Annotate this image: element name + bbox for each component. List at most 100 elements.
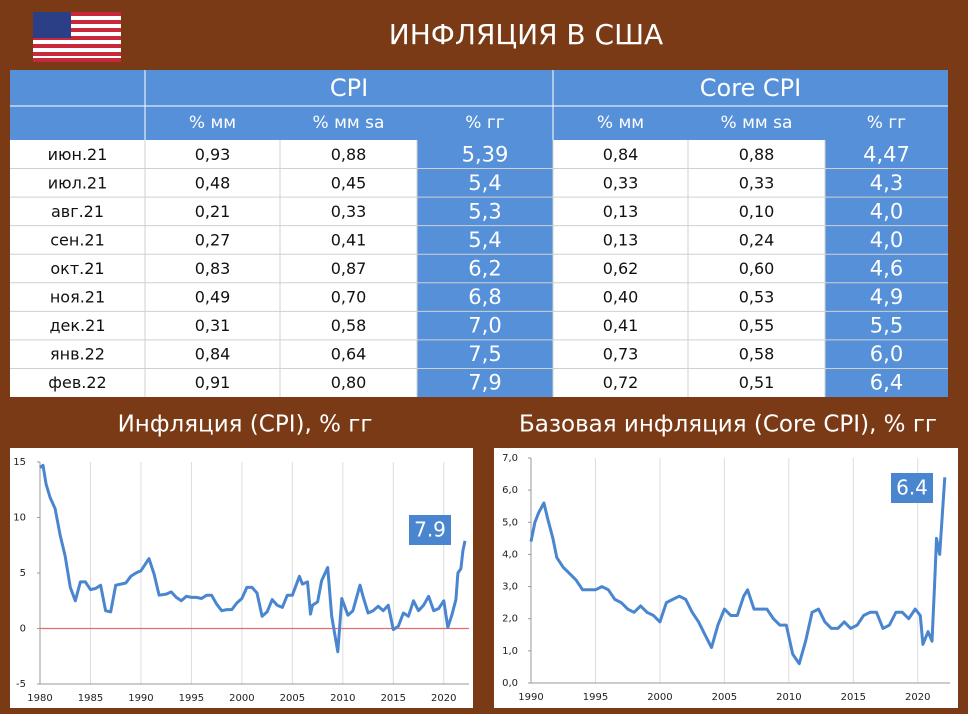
table-cell: 6,2	[468, 257, 501, 281]
table-cell: 0,33	[603, 173, 639, 192]
row-label: фев.22	[48, 373, 106, 392]
table-cell: 0,13	[603, 230, 639, 249]
annotation: 6.4	[896, 476, 928, 500]
table-cell: 0,60	[739, 259, 775, 278]
highlight-column	[825, 140, 948, 397]
table-cell: 0,83	[195, 259, 231, 278]
x-tick-label: 2020	[431, 693, 456, 704]
us-flag	[33, 12, 121, 62]
y-tick-label: 0,0	[502, 678, 518, 689]
data-line	[39, 463, 467, 654]
table-cell: 0,31	[195, 316, 231, 335]
y-tick-label: 5	[20, 568, 26, 579]
table-header-bg	[10, 70, 948, 140]
table-cell: 0,51	[739, 373, 775, 392]
table-cell: 0,49	[195, 288, 231, 307]
table-cell: 6,4	[870, 371, 903, 395]
column-header: % мм sa	[313, 113, 385, 133]
y-tick-label: -5	[16, 679, 26, 690]
row-label: июн.21	[48, 145, 108, 164]
table-cell: 0,88	[331, 145, 367, 164]
column-header: % мм	[597, 113, 644, 133]
annotation-box	[891, 473, 933, 503]
x-tick-label: 1990	[128, 693, 153, 704]
table-cell: 4,3	[870, 171, 903, 195]
group-header: CPI	[330, 74, 368, 102]
x-tick-label: 2020	[905, 692, 930, 703]
table-cell: 0,80	[331, 373, 367, 392]
column-header: % гг	[465, 113, 504, 133]
table-cell: 7,9	[468, 371, 501, 395]
x-tick-label: 1985	[78, 693, 103, 704]
chart-title: Инфляция (CPI), % гг	[118, 412, 373, 438]
y-tick-label: 4,0	[502, 549, 518, 560]
chart: Базовая инфляция (Core CPI), % гг 1990 199…	[494, 412, 958, 708]
row-label: июл.21	[48, 173, 108, 192]
table-cell: 4,47	[863, 142, 910, 166]
x-tick-label: 2010	[330, 693, 355, 704]
table-cell: 4,9	[870, 285, 903, 309]
row-label: янв.22	[50, 345, 105, 364]
table-cell: 0,84	[195, 345, 231, 364]
table-cell: 0,13	[603, 202, 639, 221]
table-cell: 0,73	[603, 345, 639, 364]
y-tick-label: 6,0	[502, 485, 518, 496]
x-tick-label: 2010	[776, 692, 801, 703]
table-cell: 0,93	[195, 145, 231, 164]
group-header: Core CPI	[700, 74, 801, 102]
row-label: окт.21	[50, 259, 104, 278]
table-cell: 0,40	[603, 288, 639, 307]
table-cell: 0,27	[195, 230, 231, 249]
y-tick-label: 5,0	[502, 517, 518, 528]
chart-title: Базовая инфляция (Core CPI), % гг	[519, 412, 937, 438]
column-header: % гг	[867, 113, 906, 133]
table-cell: 4,6	[870, 257, 903, 281]
annotation-box	[409, 515, 451, 545]
table-cell: 0,24	[739, 230, 775, 249]
row-label: дек.21	[49, 316, 105, 335]
table-cell: 0,33	[331, 202, 367, 221]
table-cell: 5,39	[462, 142, 509, 166]
table-cell: 0,64	[331, 345, 367, 364]
table-cell: 0,55	[739, 316, 775, 335]
table-cell: 5,4	[468, 171, 501, 195]
y-tick-label: 2,0	[502, 614, 518, 625]
x-tick-label: 2015	[841, 692, 866, 703]
y-tick-label: 1,0	[502, 646, 518, 657]
table-cell: 6,0	[870, 342, 903, 366]
table-cell: 5,3	[468, 199, 501, 223]
table-cell: 7,0	[468, 314, 501, 338]
x-tick-label: 1995	[583, 692, 608, 703]
highlight-column	[417, 140, 553, 397]
table-cell: 5,4	[468, 228, 501, 252]
row-label: ноя.21	[50, 288, 105, 307]
row-label: сен.21	[50, 230, 105, 249]
y-tick-label: 7,0	[502, 453, 518, 464]
table-cell: 0,62	[603, 259, 639, 278]
x-tick-label: 2005	[280, 693, 305, 704]
table-cell: 0,10	[739, 202, 775, 221]
y-tick-label: 0	[20, 624, 26, 635]
x-tick-label: 1980	[27, 693, 52, 704]
annotation: 7.9	[414, 518, 446, 542]
y-tick-label: 15	[13, 457, 26, 468]
table-cell: 4,0	[870, 228, 903, 252]
page-title: ИНФЛЯЦИЯ В США	[389, 18, 663, 51]
x-tick-label: 1995	[179, 693, 204, 704]
chart-panel	[494, 448, 958, 708]
data-line	[529, 477, 947, 666]
x-tick-label: 2015	[381, 693, 406, 704]
x-tick-label: 2000	[229, 693, 254, 704]
table-cell: 0,72	[603, 373, 639, 392]
table-cell: 0,41	[331, 230, 367, 249]
table-cell: 7,5	[468, 342, 501, 366]
column-header: % мм sa	[721, 113, 793, 133]
table-cell: 5,5	[870, 314, 903, 338]
table-cell: 0,88	[739, 145, 775, 164]
table-cell: 6,8	[468, 285, 501, 309]
table-cell: 0,21	[195, 202, 231, 221]
table-cell: 0,53	[739, 288, 775, 307]
column-header: % мм	[189, 113, 236, 133]
table-cell: 0,91	[195, 373, 231, 392]
